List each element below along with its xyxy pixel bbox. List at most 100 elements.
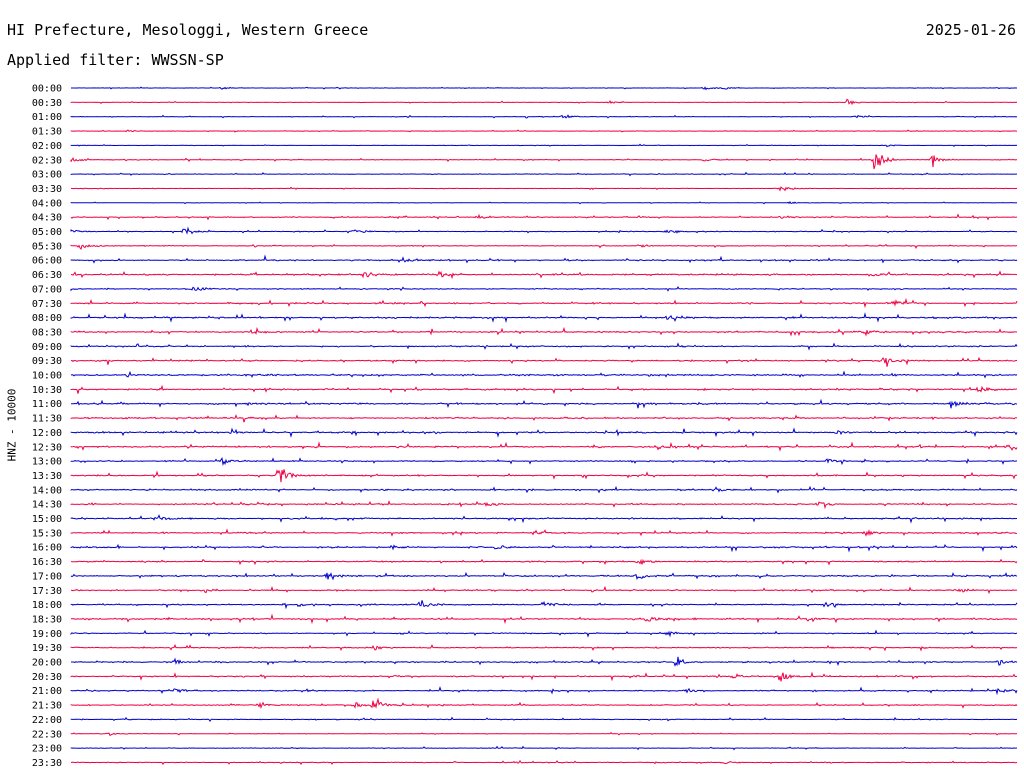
row-time-label: 02:00: [32, 141, 62, 152]
trace-row: [70, 427, 1018, 438]
row-time-label: 19:30: [32, 643, 62, 654]
row-time-label: 23:30: [32, 758, 62, 769]
trace-row: [70, 469, 1018, 483]
trace-row: [70, 285, 1018, 292]
row-time-label: 09:00: [32, 342, 62, 353]
row-time-label: 21:00: [32, 686, 62, 697]
row-time-label: 09:30: [32, 356, 62, 367]
row-time-label: 06:30: [32, 270, 62, 281]
row-time-label: 13:30: [32, 471, 62, 482]
row-time-label: 23:00: [32, 744, 62, 755]
trace-row: [70, 312, 1018, 324]
row-time-label: 06:00: [32, 256, 62, 267]
trace-row: [70, 114, 1018, 119]
row-time-label: 10:00: [32, 371, 62, 382]
trace-row: [70, 716, 1018, 723]
row-time-label: 15:30: [32, 528, 62, 539]
row-time-label: 22:30: [32, 729, 62, 740]
row-time-label: 21:30: [32, 701, 62, 712]
row-time-label: 07:30: [32, 299, 62, 310]
trace-row: [70, 686, 1018, 696]
trace-row: [70, 201, 1018, 205]
row-time-label: 11:00: [32, 399, 62, 410]
trace-row: [70, 398, 1018, 409]
trace-row: [70, 384, 1018, 395]
trace-row: [70, 500, 1018, 510]
row-time-label: 01:00: [32, 112, 62, 123]
trace-row: [70, 514, 1018, 524]
trace-row: [70, 356, 1018, 367]
row-time-label: 03:30: [32, 184, 62, 195]
row-time-label: 02:30: [32, 155, 62, 166]
row-time-label: 17:00: [32, 571, 62, 582]
trace-row: [70, 558, 1018, 566]
trace-row: [70, 98, 1018, 106]
trace-row: [70, 226, 1018, 235]
trace-row: [70, 731, 1017, 737]
trace-row: [70, 370, 1018, 379]
row-time-label: 05:30: [32, 241, 62, 252]
row-time-label: 00:00: [32, 84, 62, 95]
trace-row: [70, 543, 1018, 553]
trace-row: [70, 186, 1018, 192]
trace-row: [70, 414, 1018, 423]
trace-row: [70, 613, 1018, 625]
trace-row: [70, 326, 1018, 337]
row-time-label: 22:00: [32, 715, 62, 726]
row-time-label: 15:00: [32, 514, 62, 525]
row-time-label: 19:00: [32, 629, 62, 640]
row-time-label: 08:30: [32, 327, 62, 338]
row-time-label: 08:00: [32, 313, 62, 324]
trace-row: [70, 485, 1018, 494]
trace-row: [71, 656, 1018, 667]
row-time-label: 20:00: [32, 658, 62, 669]
trace-row: [70, 441, 1018, 452]
trace-row: [70, 243, 1018, 251]
trace-row: [70, 600, 1018, 610]
trace-row: [70, 129, 1017, 133]
row-time-label: 11:30: [32, 414, 62, 425]
trace-row: [70, 671, 1018, 682]
row-time-label: 16:30: [32, 557, 62, 568]
trace-row: [70, 342, 1018, 351]
row-time-label: 04:00: [32, 198, 62, 209]
trace-row: [70, 629, 1018, 638]
trace-row: [70, 643, 1018, 652]
row-time-label: 13:00: [32, 457, 62, 468]
row-time-label: 03:00: [32, 170, 62, 181]
trace-row: [70, 456, 1018, 467]
filter-label: Applied filter: WWSSN-SP: [7, 51, 224, 69]
row-time-label: 16:00: [32, 543, 62, 554]
trace-row: [70, 270, 1018, 280]
row-time-label: 14:30: [32, 500, 62, 511]
trace-row: [70, 171, 1018, 177]
trace-row: [70, 297, 1018, 309]
row-time-label: 12:00: [32, 428, 62, 439]
row-time-label: 07:00: [32, 284, 62, 295]
trace-row: [70, 213, 1017, 221]
trace-row: [71, 86, 1017, 91]
trace-row: [70, 143, 1018, 148]
trace-row: [70, 254, 1018, 264]
trace-row: [70, 528, 1018, 537]
trace-row: [70, 697, 1018, 710]
trace-row: [70, 154, 1018, 170]
trace-row: [70, 571, 1018, 581]
row-time-label: 12:30: [32, 442, 62, 453]
row-time-label: 10:30: [32, 385, 62, 396]
trace-row: [70, 585, 1018, 595]
record-date: 2025-01-26: [925, 21, 1016, 39]
row-time-label: 00:30: [32, 98, 62, 109]
trace-row: [71, 759, 1018, 766]
row-time-label: 18:00: [32, 600, 62, 611]
row-time-label: 14:00: [32, 485, 62, 496]
row-time-label: 01:30: [32, 127, 62, 138]
row-time-label: 20:30: [32, 672, 62, 683]
row-time-label: 18:30: [32, 614, 62, 625]
trace-row: [70, 745, 1018, 751]
row-time-label: 17:30: [32, 586, 62, 597]
row-time-label: 05:00: [32, 227, 62, 238]
station-title: HI Prefecture, Mesologgi, Western Greece: [7, 21, 369, 39]
row-time-label: 04:30: [32, 213, 62, 224]
